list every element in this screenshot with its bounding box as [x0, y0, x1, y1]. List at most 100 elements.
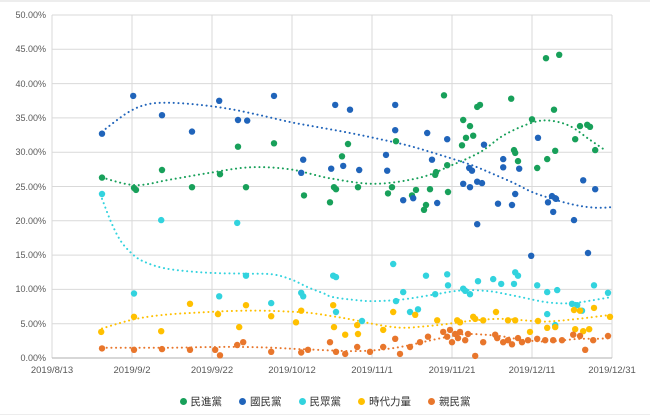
x-tick-label: 2019/10/12 [268, 365, 316, 376]
data-point-民進黨 [188, 184, 196, 191]
data-point-親民黨 [462, 337, 469, 344]
data-point-時代力量 [480, 317, 487, 324]
data-point-民眾黨 [358, 317, 366, 325]
data-point-民進黨 [332, 186, 340, 193]
data-point-國民黨 [188, 128, 196, 135]
legend-marker-icon [179, 397, 187, 405]
y-tick-label: 20.00% [15, 215, 46, 226]
data-point-民進黨 [460, 116, 467, 124]
data-point-民進黨 [470, 132, 477, 139]
data-point-國民黨 [474, 178, 481, 185]
data-point-時代力量 [298, 307, 305, 314]
data-point-國民黨 [552, 195, 560, 202]
data-point-時代力量 [570, 306, 578, 314]
data-point-時代力量 [412, 311, 419, 318]
data-point-國民黨 [468, 167, 476, 174]
data-point-民進黨 [528, 116, 536, 123]
data-point-民進黨 [552, 147, 559, 154]
data-point-國民黨 [400, 197, 407, 204]
data-point-民進黨 [462, 134, 470, 141]
x-tick-label: 2019/12/31 [588, 365, 636, 376]
data-point-時代力量 [512, 317, 519, 324]
data-point-時代力量 [292, 319, 300, 326]
data-point-國民黨 [328, 165, 335, 172]
data-point-時代力量 [390, 308, 397, 316]
data-point-國民黨 [544, 199, 552, 206]
data-point-國民黨 [384, 167, 391, 174]
data-point-親民黨 [464, 330, 472, 338]
data-point-國民黨 [410, 195, 417, 202]
data-point-民進黨 [550, 106, 558, 113]
data-point-國民黨 [392, 127, 399, 134]
data-point-親民黨 [542, 337, 549, 344]
data-point-親民黨 [444, 333, 451, 340]
data-point-時代力量 [586, 326, 593, 333]
data-point-國民黨 [570, 216, 578, 224]
data-point-民眾黨 [332, 308, 340, 316]
data-point-國民黨 [516, 165, 523, 172]
data-point-親民黨 [508, 341, 516, 348]
trendline-國民黨 [101, 101, 613, 209]
data-point-國民黨 [392, 101, 399, 109]
data-point-親民黨 [186, 346, 194, 353]
data-point-民眾黨 [574, 302, 581, 309]
data-point-時代力量 [576, 307, 584, 314]
data-point-國民黨 [244, 117, 251, 124]
data-point-國民黨 [550, 208, 557, 216]
data-point-民進黨 [544, 155, 551, 163]
data-point-親民黨 [366, 348, 374, 355]
data-point-時代力量 [434, 317, 441, 324]
data-point-民眾黨 [406, 308, 414, 316]
data-point-民眾黨 [534, 282, 541, 289]
data-point-時代力量 [504, 317, 512, 324]
data-point-親民黨 [240, 339, 247, 346]
data-point-民眾黨 [268, 299, 275, 307]
data-point-民進黨 [132, 186, 140, 194]
data-point-民眾黨 [332, 273, 340, 281]
data-point-親民黨 [456, 328, 464, 336]
data-point-時代力量 [456, 319, 464, 326]
data-point-民眾黨 [466, 291, 474, 298]
data-point-時代力量 [342, 331, 349, 338]
data-point-民眾黨 [392, 297, 400, 305]
data-point-民眾黨 [300, 293, 307, 300]
data-point-國民黨 [460, 180, 467, 187]
trendline-民進黨 [101, 119, 605, 187]
data-point-時代力量 [186, 300, 194, 307]
data-point-民眾黨 [130, 290, 138, 297]
data-point-親民黨 [406, 343, 414, 351]
data-point-親民黨 [130, 346, 138, 353]
legend-marker-icon [358, 397, 365, 405]
data-point-民進黨 [338, 153, 346, 160]
data-point-民眾黨 [544, 288, 551, 296]
data-point-民進黨 [422, 201, 430, 209]
data-point-國民黨 [500, 155, 507, 163]
data-point-民眾黨 [590, 282, 598, 289]
data-point-親民黨 [494, 334, 501, 342]
data-point-民眾黨 [414, 306, 422, 313]
data-point-民眾黨 [514, 272, 522, 279]
y-tick-label: 45.00% [15, 44, 46, 55]
data-point-民眾黨 [462, 287, 469, 294]
data-point-親民黨 [576, 332, 584, 340]
data-point-時代力量 [214, 310, 222, 318]
data-point-親民黨 [396, 350, 404, 358]
data-point-親民黨 [454, 334, 462, 342]
data-point-民眾黨 [234, 219, 241, 227]
data-point-民進黨 [586, 123, 594, 130]
x-tick-label: 2019/9/2 [113, 365, 151, 376]
data-point-國民黨 [500, 164, 507, 171]
data-point-國民黨 [340, 162, 347, 170]
y-tick-label: 15.00% [15, 250, 46, 261]
y-tick-label: 0.00% [20, 353, 46, 363]
data-point-國民黨 [584, 249, 592, 257]
data-point-民進黨 [420, 206, 428, 213]
data-point-時代力量 [590, 304, 598, 312]
data-point-民進黨 [458, 142, 466, 149]
data-point-時代力量 [544, 324, 551, 331]
data-point-親民黨 [500, 339, 507, 346]
data-point-國民黨 [382, 151, 390, 159]
data-point-時代力量 [354, 321, 361, 329]
data-point-民進黨 [572, 136, 579, 143]
